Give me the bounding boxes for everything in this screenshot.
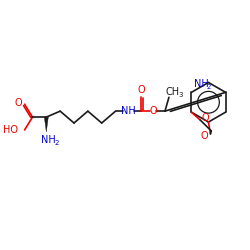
Text: 3: 3 (178, 92, 183, 98)
Text: O: O (15, 98, 22, 108)
Text: NH: NH (194, 80, 208, 90)
Text: O: O (202, 113, 209, 123)
Text: O: O (149, 106, 157, 116)
Text: O: O (138, 86, 145, 96)
Text: 2: 2 (54, 140, 58, 146)
Text: HO: HO (3, 125, 18, 135)
Text: NH: NH (121, 106, 136, 116)
Text: NH: NH (41, 135, 56, 145)
Text: 2: 2 (207, 84, 211, 90)
Text: O: O (201, 131, 208, 141)
Text: CH: CH (166, 87, 180, 97)
Polygon shape (44, 117, 48, 132)
